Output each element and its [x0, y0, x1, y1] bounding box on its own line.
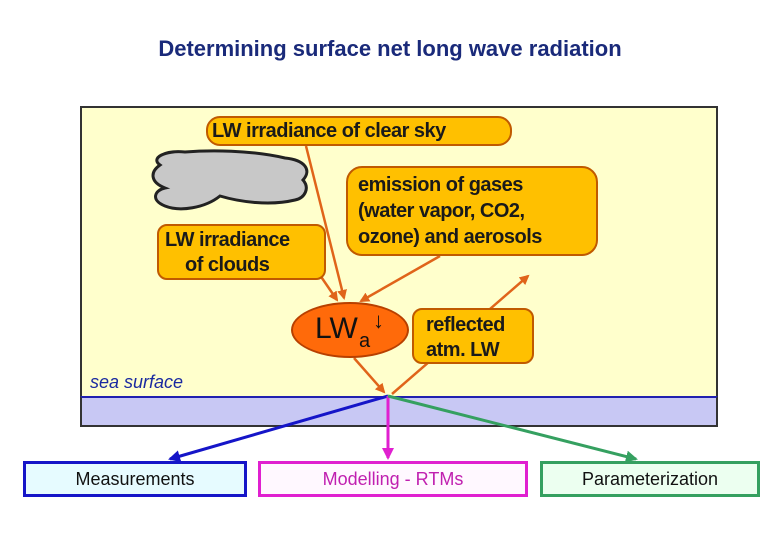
reflected-line-2: atm. LW	[426, 339, 500, 361]
arrow-clear-sky-to-lwa	[304, 145, 347, 300]
modelling-box: Modelling - RTMs	[258, 461, 528, 497]
sea-layer	[80, 396, 718, 427]
clouds-irradiance-box: LW irradiance of clouds	[157, 224, 326, 280]
gases-line-1: emission of gases	[358, 174, 523, 196]
gases-line-3: ozone) and aerosols	[358, 226, 542, 248]
arrow-to-parameterization	[387, 394, 638, 463]
down-arrow-icon: ↓	[373, 308, 384, 333]
arrow-to-measurements	[168, 394, 389, 462]
arrow-lwa-to-surface	[353, 357, 386, 394]
gases-emission-box: emission of gases (water vapor, CO2, ozo…	[346, 166, 598, 256]
clouds-line-2: of clouds	[185, 254, 270, 276]
lwa-ellipse: LW a ↓	[291, 302, 409, 358]
measurements-box: Measurements	[23, 461, 247, 497]
gases-line-2: (water vapor, CO2,	[358, 200, 525, 222]
reflected-line-1: reflected	[426, 314, 505, 336]
reflected-box: reflected atm. LW	[412, 308, 534, 364]
lwa-subscript: a	[359, 330, 371, 352]
lwa-label: LW	[315, 312, 358, 345]
parameterization-box: Parameterization	[540, 461, 760, 497]
page-title: Determining surface net long wave radiat…	[158, 36, 622, 61]
clear-sky-box: LW irradiance of clear sky	[206, 116, 512, 146]
arrow-gases-to-lwa	[359, 254, 441, 303]
cloud-icon	[151, 149, 309, 211]
sea-surface-label: sea surface	[90, 372, 184, 392]
clouds-line-1: LW irradiance	[165, 229, 290, 251]
